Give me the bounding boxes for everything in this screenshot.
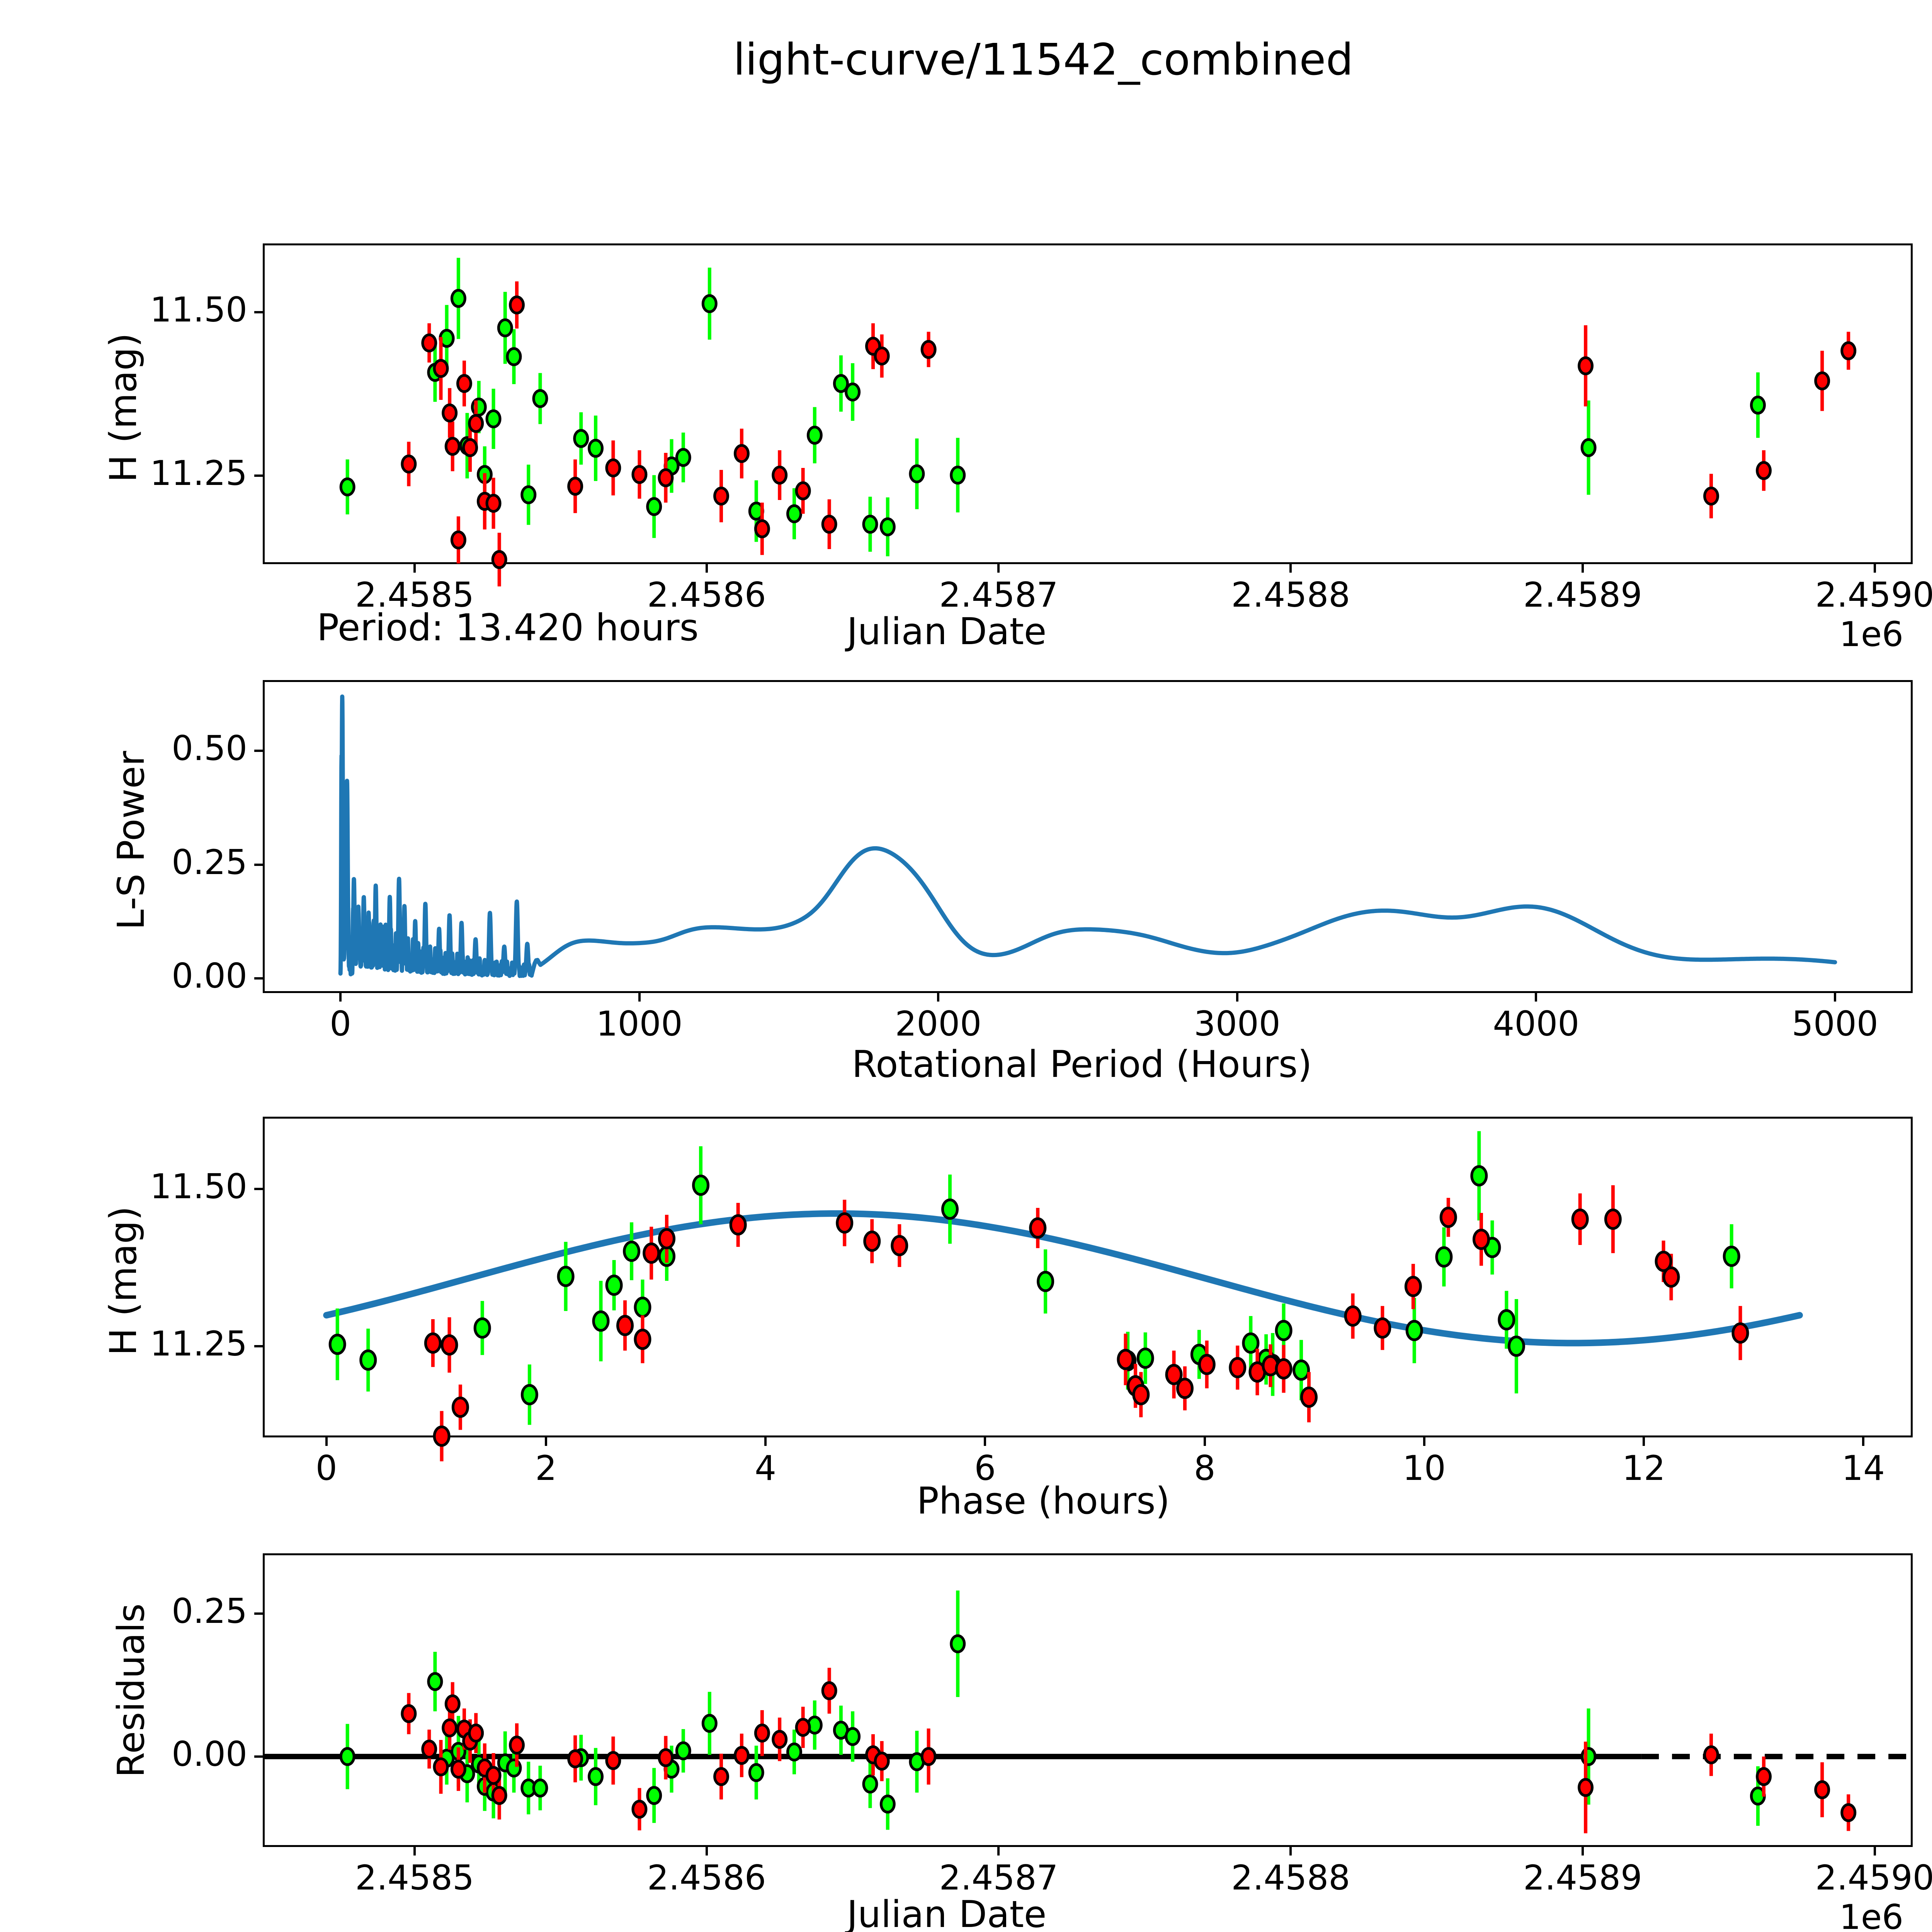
phase-folded-ytick-mark [254, 1345, 263, 1348]
axes-frame-periodogram [263, 680, 1913, 993]
residuals-x-axis-label: Julian Date [847, 1893, 1047, 1932]
light-curve-xtick-label: 2.4587 [939, 575, 1058, 615]
periodogram-xtick-label: 2000 [895, 1004, 982, 1044]
phase-folded-xtick-mark [325, 1437, 328, 1446]
residuals-xtick-label: 2.4588 [1231, 1858, 1350, 1898]
residuals-xtick-label: 2.4586 [647, 1858, 766, 1898]
light-curve-ytick-label: 11.50 [150, 289, 247, 330]
phase-folded-xtick-label: 4 [755, 1448, 777, 1488]
residuals-ytick-mark [254, 1612, 263, 1615]
periodogram-xtick-label: 0 [330, 1004, 352, 1044]
light-curve-plot-area [339, 258, 1857, 587]
phase-folded-ytick-label: 11.50 [150, 1167, 247, 1207]
periodogram-ytick-label: 0.50 [172, 728, 247, 768]
light-curve-ytick-mark [254, 474, 263, 477]
period-annotation: Period: 13.420 hours [317, 607, 699, 649]
periodogram-ytick-mark [254, 863, 263, 866]
light-curve-xtick-mark [705, 564, 708, 573]
residuals-xtick-label: 2.4589 [1523, 1858, 1642, 1898]
periodogram-xtick-mark [339, 993, 342, 1002]
light-curve-ytick-mark [254, 311, 263, 313]
axes-frame-phase-folded [263, 1117, 1913, 1437]
residuals-plot-area [263, 1590, 1913, 1833]
panel-light-curve [263, 243, 1913, 587]
light-curve-xtick-label: 2.4586 [647, 575, 766, 615]
periodogram-x-axis-label: Rotational Period (Hours) [852, 1043, 1312, 1086]
figure-title: light-curve/11542_combined [733, 35, 1354, 85]
phase-folded-xtick-label: 8 [1194, 1448, 1216, 1488]
residuals-xtick-mark [705, 1847, 708, 1855]
light-curve-xtick-mark [1289, 564, 1292, 573]
light-curve-xtick-mark [413, 564, 416, 573]
residuals-ytick-mark [254, 1755, 263, 1758]
light-curve-x-axis-label: Julian Date [847, 611, 1047, 653]
phase-folded-plot-area [323, 1131, 1803, 1461]
periodogram-ytick-label: 0.25 [172, 842, 247, 882]
residuals-y-axis-label: Residuals [110, 1603, 153, 1778]
phase-folded-xtick-mark [544, 1437, 547, 1446]
axes-frame-residuals [263, 1553, 1913, 1847]
residuals-ytick-label: 0.00 [172, 1734, 247, 1774]
phase-folded-xtick-mark [1862, 1437, 1865, 1446]
residuals-xtick-label: 2.4587 [939, 1858, 1058, 1898]
phase-folded-x-axis-label: Phase (hours) [917, 1480, 1170, 1522]
residuals-xtick-label: 2.4585 [355, 1858, 474, 1898]
phase-folded-xtick-mark [764, 1437, 767, 1446]
periodogram-xtick-label: 1000 [596, 1004, 683, 1044]
periodogram-ytick-label: 0.00 [172, 956, 247, 996]
panel-periodogram [263, 680, 1913, 993]
periodogram-plot-area [338, 694, 1837, 978]
phase-folded-xtick-label: 14 [1842, 1448, 1885, 1488]
phase-folded-xtick-label: 6 [974, 1448, 996, 1488]
phase-folded-xtick-mark [984, 1437, 986, 1446]
light-curve-xtick-label: 2.4589 [1523, 575, 1642, 615]
residuals-ytick-label: 0.25 [172, 1591, 247, 1631]
phase-folded-xtick-label: 12 [1622, 1448, 1665, 1488]
residuals-xtick-mark [997, 1847, 1000, 1855]
panel-phase-folded [263, 1117, 1913, 1461]
panel-residuals [263, 1553, 1913, 1847]
light-curve-xtick-label: 2.4585 [355, 575, 474, 615]
residuals-xtick-mark [1582, 1847, 1584, 1855]
light-curve-xtick-label: 2.4590 [1815, 575, 1932, 615]
phase-folded-xtick-mark [1203, 1437, 1206, 1446]
residuals-xtick-mark [1289, 1847, 1292, 1855]
light-curve-xtick-mark [997, 564, 1000, 573]
phase-folded-ytick-mark [254, 1188, 263, 1190]
phase-folded-ytick-label: 11.25 [150, 1324, 247, 1364]
periodogram-xtick-label: 5000 [1791, 1004, 1878, 1044]
periodogram-ytick-mark [254, 977, 263, 980]
phase-folded-xtick-label: 2 [535, 1448, 557, 1488]
periodogram-xtick-mark [1535, 993, 1537, 1002]
periodogram-xtick-label: 4000 [1493, 1004, 1580, 1044]
light-curve-ytick-label: 11.25 [150, 453, 247, 493]
periodogram-xtick-label: 3000 [1194, 1004, 1281, 1044]
residuals-x-offset-text: 1e6 [1839, 1897, 1904, 1932]
phase-folded-xtick-mark [1423, 1437, 1425, 1446]
phase-folded-xtick-mark [1642, 1437, 1645, 1446]
residuals-xtick-label: 2.4590 [1815, 1858, 1932, 1898]
residuals-xtick-mark [413, 1847, 416, 1855]
light-curve-x-offset-text: 1e6 [1839, 614, 1904, 654]
periodogram-ytick-mark [254, 749, 263, 752]
periodogram-xtick-mark [1236, 993, 1238, 1002]
periodogram-xtick-mark [638, 993, 641, 1002]
residuals-xtick-mark [1873, 1847, 1876, 1855]
phase-folded-xtick-label: 10 [1402, 1448, 1446, 1488]
light-curve-xtick-mark [1873, 564, 1876, 573]
light-curve-xtick-mark [1582, 564, 1584, 573]
phase-folded-xtick-label: 0 [315, 1448, 337, 1488]
periodogram-xtick-mark [1833, 993, 1836, 1002]
periodogram-xtick-mark [937, 993, 940, 1002]
light-curve-xtick-label: 2.4588 [1231, 575, 1350, 615]
